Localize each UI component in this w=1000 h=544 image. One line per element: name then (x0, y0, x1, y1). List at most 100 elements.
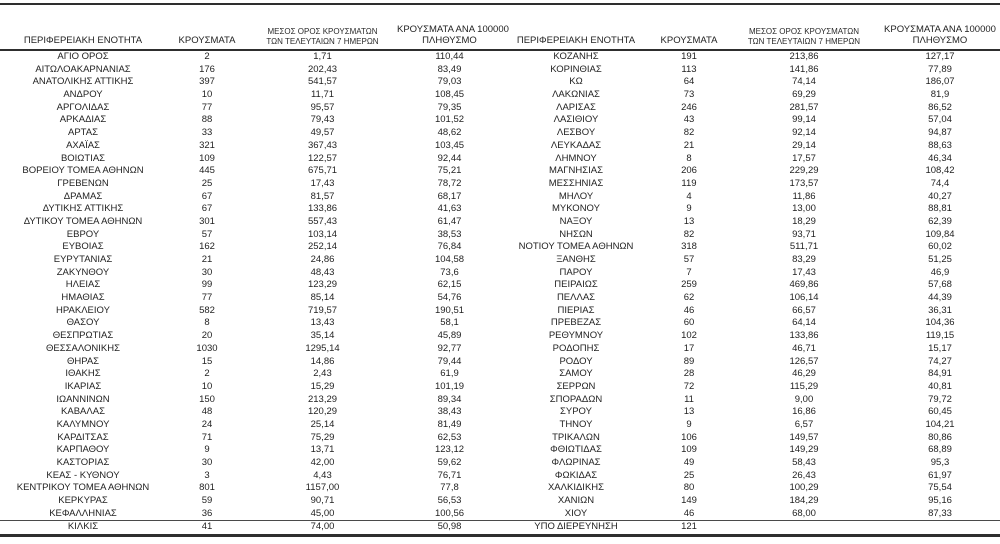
region-cell: ΣΥΡΟΥ (560, 406, 592, 418)
region-cell: ΠΡΕΒΕΖΑΣ (550, 317, 602, 329)
avg7-cell: 141,86 (789, 63, 819, 75)
header-per100k-right-line1: ΚΡΟΥΣΜΑΤΑ ΑΝΑ 100000 (884, 24, 996, 35)
table-row: ΚΑΡΠΑΘΟΥ 9 13,71 123,12 ΦΘΙΩΤΙΔΑΣ 109 149,29 68… (0, 444, 1000, 457)
cases-cell: 80 (683, 482, 695, 494)
table-row: ΚΙΛΚΙΣ 41 74,00 50,98 ΥΠΟ ΔΙΕΡΕΥΝΗΣΗ 121 (0, 521, 1000, 534)
region-cell: ΗΛΕΙΑΣ (65, 279, 101, 291)
per100k-cell: 68,17 (437, 190, 462, 202)
header-avg7-left-line2: ΤΩΝ ΤΕΛΕΥΤΑΙΩΝ 7 ΗΜΕΡΩΝ (266, 36, 379, 46)
avg7-cell: 75,29 (310, 431, 335, 443)
avg7-cell: 173,57 (789, 177, 819, 189)
table-row: ΚΕΑΣ - ΚΥΘΝΟΥ 3 4,43 76,71 ΦΩΚΙΔΑΣ 25 26,43 61,… (0, 470, 1000, 483)
avg7-cell: 83,29 (792, 254, 816, 265)
cases-cell: 48 (201, 406, 213, 418)
per100k-cell: 109,84 (925, 228, 955, 240)
cases-cell: 57 (683, 254, 695, 265)
table-row: ΔΥΤΙΚΟΥ ΤΟΜΕΑ ΑΘΗΝΩΝ 301 557,43 61,47 ΝΑΞΟΥ 1… (0, 216, 1000, 229)
avg7-cell: 281,57 (789, 101, 819, 113)
region-cell: ΔΥΤΙΚΟΥ ΤΟΜΕΑ ΑΘΗΝΩΝ (23, 215, 143, 227)
cases-cell: 113 (681, 63, 697, 75)
cases-cell: 191 (681, 51, 697, 62)
table-row: ΘΕΣΠΡΩΤΙΑΣ 20 35,14 45,89 ΡΕΘΥΜΝΟΥ 102 133,86 1… (0, 330, 1000, 343)
region-cell: ΧΙΟΥ (564, 507, 588, 519)
table-row: ΑΧΑΪΑΣ 321 367,43 103,45 ΛΕΥΚΑΔΑΣ 21 29,14 88,6… (0, 140, 1000, 153)
cases-cell: 109 (199, 152, 215, 164)
per100k-cell: 77,89 (928, 63, 952, 75)
region-cell: ΞΑΝΘΗΣ (556, 254, 596, 265)
region-cell: ΙΩΑΝΝΙΝΩΝ (56, 393, 110, 405)
cases-cell: 4 (686, 190, 692, 202)
region-cell: ΚΩ (569, 76, 583, 88)
avg7-cell: 17,43 (792, 266, 816, 278)
region-cell: ΚΟΖΑΝΗΣ (553, 51, 599, 62)
region-cell: ΘΕΣΣΑΛΟΝΙΚΗΣ (46, 342, 120, 354)
cases-cell: 72 (683, 380, 695, 392)
region-cell: ΓΡΕΒΕΝΩΝ (57, 177, 109, 189)
avg7-cell: 95,57 (310, 101, 335, 113)
per100k-cell: 79,35 (437, 101, 462, 113)
per100k-cell: 88,63 (928, 139, 952, 151)
per100k-cell: 79,72 (928, 393, 952, 405)
cases-cell: 106 (681, 431, 697, 443)
avg7-cell: 122,57 (307, 152, 338, 164)
avg7-cell: 58,43 (792, 457, 816, 468)
table-row: ΑΡΤΑΣ 33 49,57 48,62 ΛΕΣΒΟΥ 82 92,14 94,87 (0, 127, 1000, 140)
cases-cell: 77 (201, 292, 213, 304)
per100k-cell: 86,52 (928, 101, 952, 113)
avg7-cell: 202,43 (307, 63, 338, 75)
cases-cell: 36 (201, 507, 213, 519)
avg7-cell: 106,14 (789, 292, 819, 304)
per100k-cell: 60,02 (928, 241, 952, 253)
avg7-cell: 675,71 (307, 165, 338, 177)
avg7-cell: 11,86 (792, 190, 816, 202)
cases-cell: 8 (204, 317, 210, 329)
region-cell: ΠΑΡΟΥ (559, 266, 593, 278)
per100k-cell: 110,44 (435, 51, 464, 62)
region-cell: ΚΑΒΑΛΑΣ (61, 406, 105, 418)
per100k-cell: 95,3 (930, 457, 950, 468)
header-avg7-left: ΜΕΣΟΣ ΟΡΟΣ ΚΡΟΥΣΜΑΤΩΝ ΤΩΝ ΤΕΛΕΥΤΑΙΩΝ 7 Η… (248, 27, 397, 49)
avg7-cell: 99,14 (792, 114, 816, 126)
per100k-cell: 56,53 (437, 495, 462, 507)
region-cell: ΑΡΤΑΣ (68, 127, 98, 139)
table-row: ΔΥΤΙΚΗΣ ΑΤΤΙΚΗΣ 67 133,86 41,63 ΜΥΚΟΝΟΥ 9 13,0… (0, 203, 1000, 216)
region-cell: ΦΘΙΩΤΙΔΑΣ (550, 444, 602, 456)
cases-cell: 99 (201, 279, 213, 291)
region-cell: ΘΑΣΟΥ (66, 317, 100, 329)
cases-cell: 2 (204, 51, 210, 62)
table-row: ΗΛΕΙΑΣ 99 123,29 62,15 ΠΕΙΡΑΙΩΣ 259 469,86 57,6… (0, 279, 1000, 292)
region-cell: ΚΑΡΔΙΤΣΑΣ (57, 431, 109, 443)
per100k-cell: 108,45 (434, 89, 465, 101)
cases-cell: 49 (683, 457, 695, 468)
region-cell: ΗΜΑΘΙΑΣ (61, 292, 105, 304)
avg7-cell: 367,43 (307, 139, 338, 151)
per100k-cell: 76,84 (437, 241, 462, 253)
avg7-cell: 81,57 (310, 190, 335, 202)
avg7-cell: 6,57 (794, 418, 814, 430)
avg7-cell: 45,00 (310, 507, 335, 519)
per100k-cell: 62,53 (437, 431, 462, 443)
cases-cell: 21 (683, 139, 695, 151)
header-per100k-left: ΚΡΟΥΣΜΑΤΑ ΑΝΑ 100000 ΠΛΗΘΥΣΜΟ (397, 24, 509, 49)
region-cell: ΙΘΑΚΗΣ (65, 368, 101, 380)
region-cell: ΚΕΡΚΥΡΑΣ (58, 495, 108, 507)
avg7-cell: 25,14 (310, 418, 335, 430)
region-cell: ΝΟΤΙΟΥ ΤΟΜΕΑ ΑΘΗΝΩΝ (518, 241, 634, 253)
region-cell: ΛΕΣΒΟΥ (556, 127, 596, 139)
region-cell: ΒΟΙΩΤΙΑΣ (60, 152, 106, 164)
cases-cell: 82 (683, 127, 695, 139)
table-row: ΕΥΡΥΤΑΝΙΑΣ 21 24,86 104,58 ΞΑΝΘΗΣ 57 83,29 51,2… (0, 254, 1000, 267)
region-cell: ΜΗΛΟΥ (558, 190, 594, 202)
table-row: ΙΘΑΚΗΣ 2 2,43 61,9 ΣΑΜΟΥ 28 46,29 84,91 (0, 368, 1000, 381)
cases-cell: 321 (199, 139, 215, 151)
per100k-cell: 41,63 (437, 203, 462, 215)
cases-cell: 25 (201, 177, 213, 189)
region-cell: ΣΕΡΡΩΝ (556, 380, 596, 392)
cases-cell: 43 (683, 114, 695, 126)
table-row: ΚΑΒΑΛΑΣ 48 120,29 38,43 ΣΥΡΟΥ 13 16,86 60,45 (0, 406, 1000, 419)
cases-cell: 33 (201, 127, 213, 139)
table-row: ΘΑΣΟΥ 8 13,43 58,1 ΠΡΕΒΕΖΑΣ 60 64,14 104,36 (0, 317, 1000, 330)
region-cell: ΑΡΓΟΛΙΔΑΣ (56, 101, 110, 113)
cases-cell: 82 (683, 228, 695, 240)
header-region-left: ΠΕΡΙΦΕΡΕΙΑΚΗ ΕΝΟΤΗΤΑ (23, 35, 143, 46)
